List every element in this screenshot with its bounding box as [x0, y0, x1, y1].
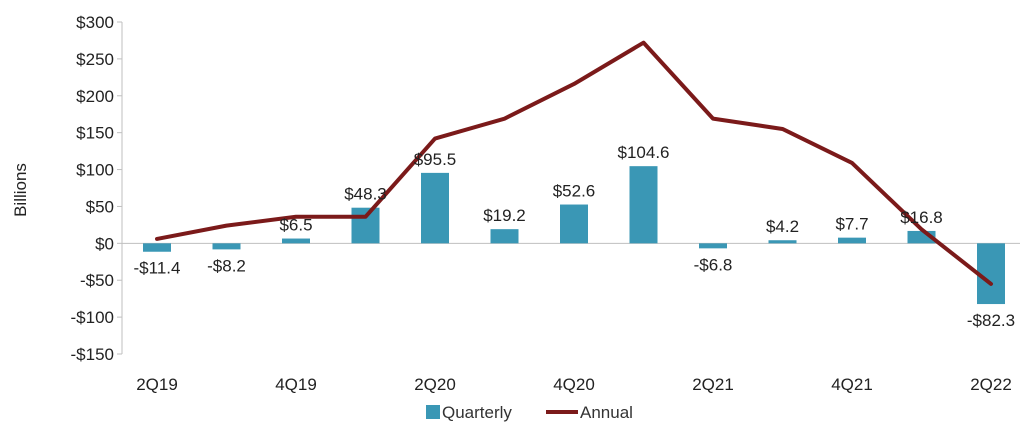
y-tick-label: $250 [76, 50, 114, 69]
x-tick-label: 4Q19 [275, 375, 317, 394]
bar [421, 172, 449, 244]
bar [768, 240, 797, 244]
y-tick-label: $200 [76, 87, 114, 106]
y-tick-label: $50 [86, 197, 114, 216]
bar [838, 237, 866, 244]
bar-data-label: $104.6 [618, 143, 670, 162]
x-axis: 2Q19 4Q19 2Q20 4Q20 2Q21 4Q21 2Q22 [122, 242, 1020, 394]
x-tick-label: 2Q21 [692, 375, 734, 394]
x-tick-label: 2Q20 [414, 375, 456, 394]
bar-data-label: $19.2 [483, 206, 526, 225]
data-labels: -$11.4 -$8.2 $6.5 $48.3 $95.5 $19.2 $52.6 $104.… [134, 143, 1016, 330]
line-series [155, 40, 993, 286]
bar-data-label: -$11.4 [134, 259, 181, 278]
x-tick-label: 2Q19 [136, 375, 178, 394]
bar-data-label: $4.2 [766, 217, 799, 236]
annual-line [155, 40, 993, 286]
y-tick-label: -$150 [71, 345, 114, 364]
bar-data-label: -$6.8 [694, 255, 733, 274]
bar-data-label: $95.5 [414, 150, 457, 169]
bar [143, 243, 171, 252]
bar-data-label: -$8.2 [207, 256, 246, 275]
bar [977, 243, 1005, 305]
y-tick-label: $150 [76, 124, 114, 143]
x-tick-label: 4Q20 [553, 375, 595, 394]
y-axis: $300 $250 $200 $150 $100 $50 $0 -$50 -$100 -$150 [71, 13, 123, 364]
bar [351, 207, 380, 244]
bar-series [143, 166, 1005, 305]
y-tick-label: -$100 [71, 308, 114, 327]
y-tick-label: $300 [76, 13, 114, 32]
bar [282, 238, 310, 244]
legend-label-annual: Annual [580, 403, 633, 422]
x-tick-label: 2Q22 [970, 375, 1012, 394]
x-tick-label: 4Q21 [831, 375, 873, 394]
y-axis-label: Billions [11, 163, 30, 217]
bar-data-label: $7.7 [835, 215, 868, 234]
bar [490, 229, 519, 244]
bar [212, 243, 241, 250]
y-tick-label: $0 [95, 234, 114, 253]
y-tick-label: -$50 [80, 271, 114, 290]
bar-data-label: $6.5 [279, 216, 312, 235]
bar-data-label: $52.6 [553, 182, 596, 201]
bar [699, 243, 727, 249]
bar [560, 204, 588, 244]
legend-label-quarterly: Quarterly [442, 403, 512, 422]
legend: Quarterly Annual [426, 403, 633, 422]
bar [629, 166, 658, 244]
bar-data-label: $16.8 [900, 208, 943, 227]
bar-data-label: -$82.3 [967, 311, 1015, 330]
bar-data-label: $48.3 [344, 185, 387, 204]
y-tick-label: $100 [76, 161, 114, 180]
legend-swatch-quarterly [426, 405, 440, 419]
